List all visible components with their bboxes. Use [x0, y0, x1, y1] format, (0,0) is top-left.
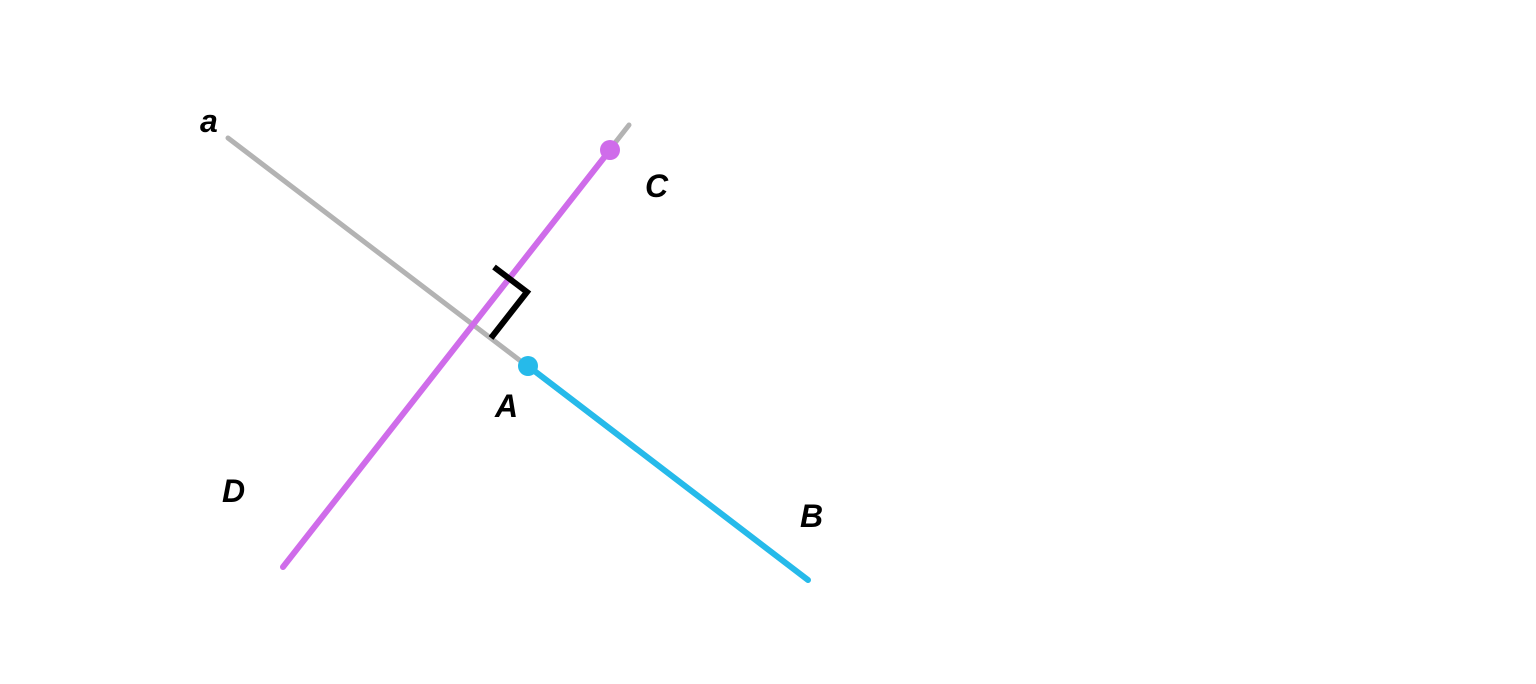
right-angle-marker	[491, 267, 527, 338]
label-c: C	[645, 170, 668, 202]
segment-cd-purple	[283, 150, 610, 567]
geometry-diagram	[0, 0, 1536, 684]
point-a-dot	[518, 356, 538, 376]
point-c-dot	[600, 140, 620, 160]
label-d: D	[222, 475, 245, 507]
label-a-point: A	[495, 390, 518, 422]
label-a: a	[200, 105, 218, 137]
segment-ab-cyan	[528, 366, 808, 580]
label-b: B	[800, 500, 823, 532]
